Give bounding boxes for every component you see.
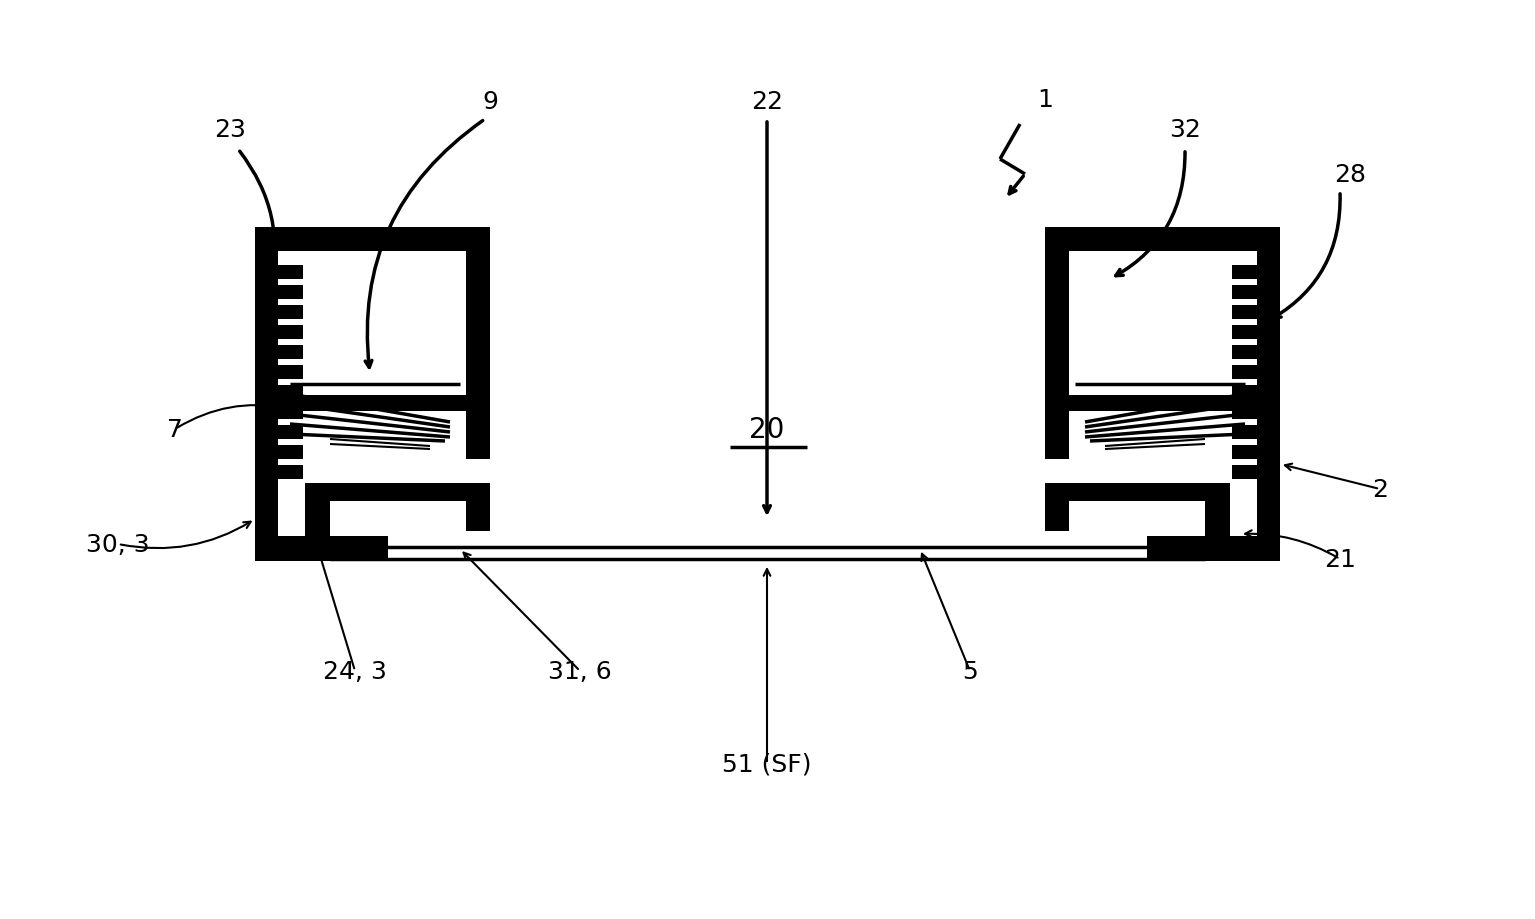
Text: 22: 22	[751, 90, 783, 114]
Bar	[1233, 346, 1257, 359]
Bar	[1233, 405, 1257, 420]
Text: 2: 2	[1372, 478, 1388, 502]
Text: 51 (SF): 51 (SF)	[723, 752, 812, 777]
Bar	[1257, 228, 1280, 562]
Bar	[1233, 446, 1257, 460]
Bar	[255, 228, 278, 562]
Bar	[278, 306, 302, 320]
Text: 24, 3: 24, 3	[322, 659, 387, 683]
Bar	[305, 483, 490, 502]
Text: 1: 1	[1038, 88, 1053, 112]
Bar	[1045, 228, 1068, 460]
Text: 9: 9	[482, 90, 497, 114]
Text: 20: 20	[749, 415, 784, 444]
Bar	[467, 502, 490, 531]
Text: 32: 32	[1170, 118, 1200, 142]
Bar	[255, 537, 388, 562]
Bar	[1233, 425, 1257, 439]
Bar	[278, 395, 467, 412]
Text: 31, 6: 31, 6	[548, 659, 612, 683]
Bar	[1045, 483, 1230, 502]
Bar	[255, 228, 488, 252]
Bar	[278, 466, 302, 480]
Bar	[1233, 466, 1257, 480]
Bar	[1047, 228, 1280, 252]
Bar	[278, 425, 302, 439]
Bar	[1233, 286, 1257, 300]
Bar	[278, 405, 302, 420]
Bar	[278, 286, 302, 300]
Bar	[278, 266, 302, 279]
Text: 7: 7	[167, 417, 183, 441]
Bar	[1233, 325, 1257, 340]
Bar	[1205, 483, 1230, 537]
Bar	[1233, 266, 1257, 279]
Bar	[1045, 502, 1068, 531]
Bar	[278, 446, 302, 460]
Text: 21: 21	[1325, 548, 1355, 572]
Bar	[1068, 395, 1257, 412]
Bar	[278, 325, 302, 340]
Bar	[467, 228, 490, 460]
Text: 30, 3: 30, 3	[86, 532, 150, 556]
Bar	[1233, 306, 1257, 320]
Text: 28: 28	[1334, 163, 1366, 187]
Bar	[278, 346, 302, 359]
Bar	[1233, 386, 1257, 400]
Bar	[278, 366, 302, 380]
Bar	[305, 483, 330, 537]
Text: 23: 23	[213, 118, 246, 142]
Bar	[1147, 537, 1280, 562]
Bar	[1233, 366, 1257, 380]
Text: 5: 5	[962, 659, 978, 683]
Bar	[278, 386, 302, 400]
